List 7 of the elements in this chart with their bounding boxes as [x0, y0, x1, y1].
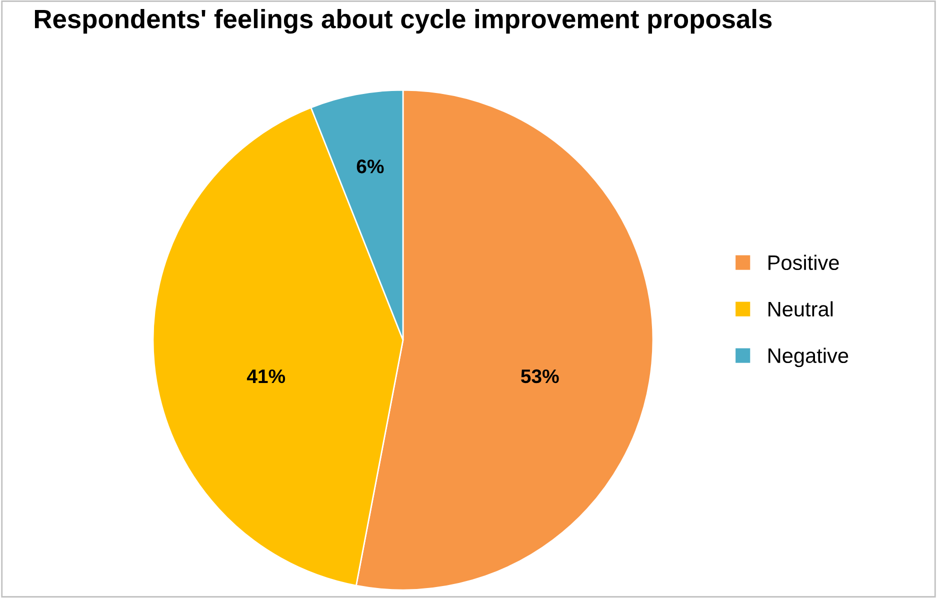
legend-label: Neutral: [768, 301, 833, 317]
legend-label: Positive: [768, 254, 839, 270]
data-label: 6%: [356, 160, 384, 174]
data-label: 41%: [246, 369, 286, 384]
data-label: 53%: [521, 369, 559, 384]
legend-label: Negative: [768, 348, 848, 368]
chart-title: Respondents' feelings about cycle improvement proposals: [34, 8, 772, 34]
